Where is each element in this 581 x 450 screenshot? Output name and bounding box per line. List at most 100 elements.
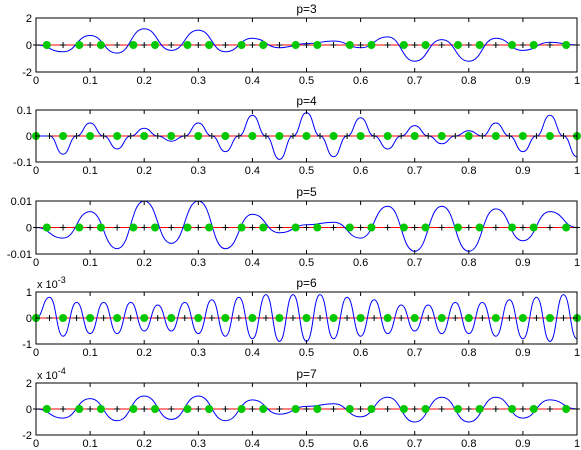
plus-marker: [141, 406, 148, 412]
plus-marker: [317, 133, 324, 139]
panel-title: p=7: [296, 367, 317, 381]
data-point: [248, 132, 257, 140]
data-point: [410, 314, 419, 322]
plus-marker: [330, 42, 337, 48]
plus-marker: [546, 42, 553, 48]
plus-marker: [330, 224, 337, 231]
y-tick-label: 0: [26, 404, 32, 416]
plus-marker: [411, 42, 418, 48]
x-tick-label: 0.8: [461, 75, 476, 87]
x-tick-label: 0.7: [407, 347, 422, 359]
plus-marker: [303, 406, 310, 412]
plus-marker: [344, 315, 351, 321]
y-tick-label: -0.1: [13, 157, 32, 169]
x-tick-label: 0.5: [299, 75, 314, 87]
x-tick-label: 0.4: [245, 165, 260, 177]
x-tick-label: 1: [574, 257, 580, 269]
x-tick-label: 0.3: [191, 75, 206, 87]
plus-marker: [560, 315, 567, 321]
data-point: [259, 405, 268, 413]
data-point: [399, 223, 408, 232]
plus-marker: [262, 315, 269, 321]
plus-marker: [46, 133, 53, 139]
data-point: [42, 405, 51, 413]
plus-marker: [411, 224, 418, 231]
y-tick-label: 1: [26, 287, 32, 299]
data-point: [453, 405, 462, 413]
x-tick-label: 0.5: [299, 438, 314, 450]
plus-marker: [384, 42, 391, 48]
plus-marker: [222, 224, 229, 231]
plus-marker: [317, 315, 324, 321]
plus-marker: [249, 224, 256, 231]
x-tick-label: 1: [574, 165, 580, 177]
data-point: [508, 405, 517, 413]
plus-marker: [114, 224, 121, 231]
data-point: [129, 41, 138, 49]
x-tick-label: 0.2: [137, 257, 152, 269]
data-point: [345, 41, 354, 49]
data-point: [140, 132, 149, 140]
plus-marker: [289, 133, 296, 139]
plus-marker: [262, 133, 269, 139]
data-point: [248, 314, 257, 322]
x-tick-label: 0.4: [245, 347, 260, 359]
data-point: [167, 314, 176, 322]
data-point: [562, 405, 571, 413]
plus-marker: [546, 224, 553, 231]
data-point: [129, 405, 138, 413]
plus-marker: [208, 315, 215, 321]
plus-marker: [384, 224, 391, 231]
x-tick-label: 0.6: [353, 165, 368, 177]
x-tick-label: 0.1: [82, 165, 97, 177]
data-point: [383, 314, 392, 322]
data-point: [313, 41, 322, 49]
data-point: [59, 314, 68, 322]
plus-marker: [276, 224, 283, 231]
data-point: [313, 223, 322, 232]
plus-marker: [533, 133, 540, 139]
plus-marker: [114, 42, 121, 48]
plus-marker: [371, 133, 378, 139]
plus-marker: [168, 42, 175, 48]
x-tick-label: 0.4: [245, 75, 260, 87]
data-point: [367, 41, 376, 49]
plus-marker: [465, 406, 472, 412]
data-point: [96, 223, 105, 232]
plus-marker: [276, 42, 283, 48]
data-point: [399, 41, 408, 49]
data-point: [275, 314, 284, 322]
plus-marker: [60, 224, 67, 231]
plus-marker: [303, 42, 310, 48]
y-tick-label: 0: [26, 313, 32, 325]
plus-marker: [425, 133, 432, 139]
plus-marker: [114, 406, 121, 412]
data-point: [113, 314, 122, 322]
plus-marker: [168, 224, 175, 231]
exponent-label: x 10-4: [37, 366, 66, 382]
data-point: [237, 41, 246, 49]
y-tick-label: 0.1: [17, 105, 32, 117]
x-tick-label: 1: [574, 347, 580, 359]
data-point: [113, 132, 122, 140]
plus-marker: [289, 315, 296, 321]
plus-marker: [208, 133, 215, 139]
data-point: [275, 132, 284, 140]
x-tick-label: 0.1: [82, 438, 97, 450]
x-tick-label: 0.9: [515, 438, 530, 450]
data-point: [453, 41, 462, 49]
plus-marker: [168, 406, 175, 412]
plus-marker: [222, 42, 229, 48]
plus-marker: [438, 406, 445, 412]
plus-marker: [222, 406, 229, 412]
data-point: [167, 132, 176, 140]
x-tick-label: 0.1: [82, 347, 97, 359]
plus-marker: [87, 42, 94, 48]
plus-marker: [195, 42, 202, 48]
x-tick-label: 0.5: [299, 165, 314, 177]
data-point: [42, 41, 51, 49]
plus-marker: [398, 133, 405, 139]
x-tick-label: 0.8: [461, 257, 476, 269]
plus-marker: [87, 224, 94, 231]
x-tick-label: 0.5: [299, 347, 314, 359]
